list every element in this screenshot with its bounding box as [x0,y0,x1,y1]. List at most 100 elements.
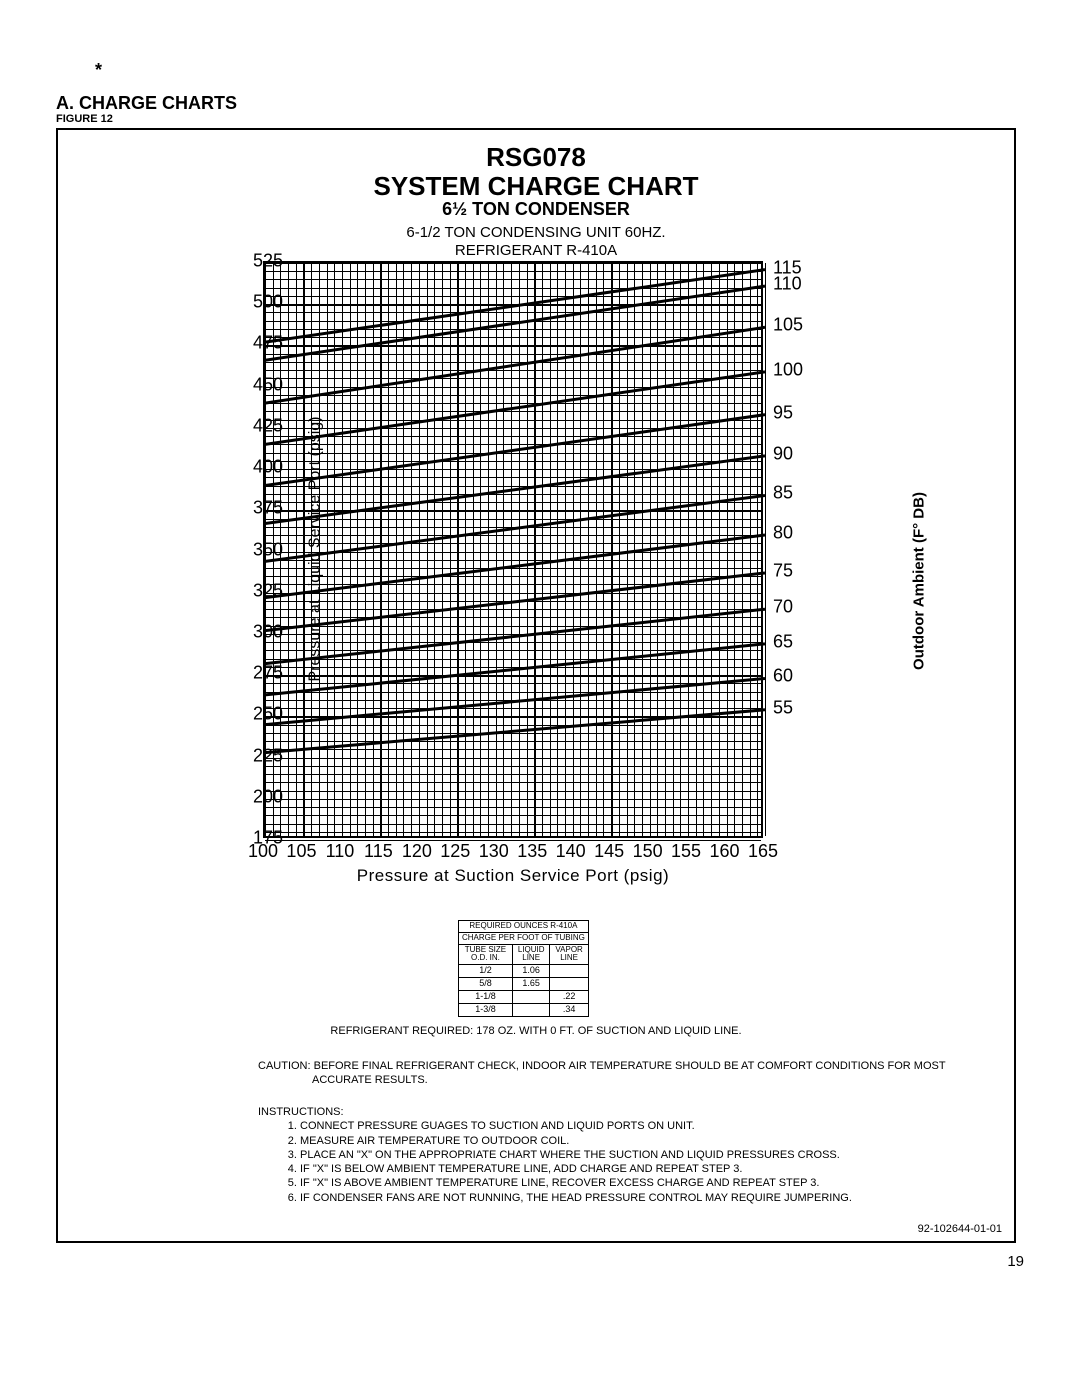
grid-h-major [265,345,761,346]
grid-v-major [419,263,420,836]
grid-v-minor [603,263,604,836]
grid-v-major [650,263,651,836]
grid-h-minor [265,733,761,734]
tubing-cell: 1.06 [512,965,550,978]
grid-v-minor [403,263,404,836]
grid-v-major [573,263,574,836]
chart-series-line [265,270,765,343]
grid-v-minor [634,263,635,836]
grid-v-minor [588,263,589,836]
grid-h-minor [265,354,761,355]
grid-h-minor [265,650,761,651]
grid-h-minor [265,288,761,289]
grid-v-minor [519,263,520,836]
y-tick-label: 350 [233,539,283,560]
section-title: A. CHARGE CHARTS [56,93,237,114]
x-tick-label: 105 [286,841,316,862]
right-series-label: 115 [773,257,802,278]
tubing-header2: CHARGE PER FOOT OF TUBING [459,932,589,944]
grid-v-minor [334,263,335,836]
grid-h-minor [265,807,761,808]
instructions-label: INSTRUCTIONS: [258,1106,344,1118]
grid-h-minor [265,312,761,313]
grid-h-minor [265,815,761,816]
tubing-cell: .22 [550,990,588,1003]
y-tick-label: 425 [233,415,283,436]
plot-wrap: Pressure at Liquid Service Port (psig) O… [263,261,793,871]
y-tick-label: 475 [233,333,283,354]
grid-v-minor [665,263,666,836]
chart-series-line [265,286,765,360]
tubing-cell: .34 [550,1003,588,1016]
grid-v-minor [673,263,674,836]
tubing-cell: 1.65 [512,978,550,991]
grid-v-major [688,263,689,836]
grid-h-minor [265,832,761,833]
grid-h-minor [265,683,761,684]
grid-v-minor [357,263,358,836]
tubing-cell: 1-1/8 [459,990,513,1003]
document-number: 92-102644-01-01 [918,1223,1002,1235]
y-tick-label: 250 [233,704,283,725]
grid-v-minor [596,263,597,836]
instructions-block: INSTRUCTIONS: CONNECT PRESSURE GUAGES TO… [258,1105,974,1205]
grid-h-minor [265,519,761,520]
tubing-cell: 5/8 [459,978,513,991]
grid-v-major [534,263,535,836]
grid-v-minor [442,263,443,836]
grid-v-minor [719,263,720,836]
grid-h-major [265,304,761,305]
grid-h-minor [265,502,761,503]
grid-h-minor [265,584,761,585]
tubing-cell [550,978,588,991]
right-series-label: 65 [773,631,793,652]
grid-h-minor [265,527,761,528]
tubing-col-header: LIQUIDLINE [512,944,550,965]
chart-desc-line1: 6-1/2 TON CONDENSING UNIT 60HZ. [406,224,665,241]
grid-h-major [265,428,761,429]
y-tick-label: 325 [233,580,283,601]
grid-h-minor [265,601,761,602]
instruction-item: IF "X" IS ABOVE AMBIENT TEMPERATURE LINE… [300,1176,974,1190]
grid-h-minor [265,708,761,709]
grid-v-minor [511,263,512,836]
tubing-col-header: VAPORLINE [550,944,588,965]
grid-v-minor [734,263,735,836]
x-axis-title: Pressure at Suction Service Port (psig) [263,866,763,886]
grid-h-minor [265,362,761,363]
y-tick-label: 175 [233,828,283,849]
grid-h-minor [265,329,761,330]
grid-h-minor [265,535,761,536]
grid-h-major [265,675,761,676]
x-tick-label: 165 [748,841,778,862]
caution-text: CAUTION: BEFORE FINAL REFRIGERANT CHECK,… [258,1060,974,1088]
x-tick-label: 120 [402,841,432,862]
grid-h-minor [265,436,761,437]
grid-h-minor [265,659,761,660]
grid-v-major [727,263,728,836]
grid-h-minor [265,626,761,627]
y-tick-label: 275 [233,663,283,684]
x-tick-label: 160 [710,841,740,862]
right-series-label: 75 [773,560,793,581]
y-tick-label: 500 [233,292,283,313]
grid-v-minor [703,263,704,836]
grid-h-minor [265,791,761,792]
grid-h-minor [265,477,761,478]
grid-h-minor [265,370,761,371]
x-tick-label: 110 [326,841,355,862]
right-series-label: 105 [773,315,803,336]
grid-v-minor [296,263,297,836]
grid-h-minor [265,420,761,421]
chart-title: RSG078 SYSTEM CHARGE CHART [58,143,1014,200]
grid-v-major [765,263,766,836]
grid-h-major [265,716,761,717]
grid-v-minor [680,263,681,836]
right-series-label: 85 [773,483,793,504]
grid-h-major [265,387,761,388]
grid-h-major [265,469,761,470]
grid-v-minor [627,263,628,836]
grid-h-minor [265,749,761,750]
chart-series-line [265,535,765,598]
grid-v-minor [473,263,474,836]
